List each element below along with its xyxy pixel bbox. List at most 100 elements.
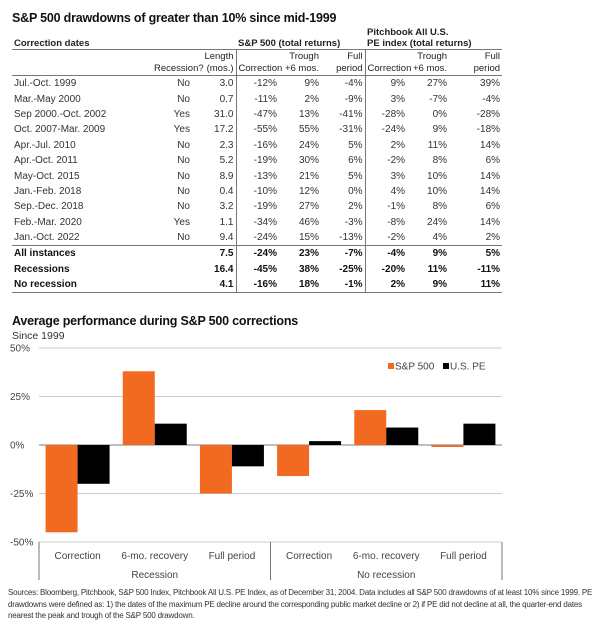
table-cell: -16%	[235, 137, 279, 153]
table-cell: -24%	[235, 245, 279, 262]
bar-sp500	[431, 445, 464, 447]
table-row: Jan.-Feb. 2018 No 0.4 -10% 12% 0% 4% 10% 14%	[12, 183, 502, 200]
table-cell: Jul.-Oct. 1999	[14, 78, 77, 90]
table-cell: 2%	[348, 201, 363, 213]
table-cell: 1.1	[219, 216, 234, 228]
table-cell: -1%	[364, 199, 408, 215]
table-cell: May-Oct. 2015	[14, 170, 80, 182]
table-cell: 17.2	[214, 124, 234, 136]
summary-row: Recessions 16.4 -45% 38% -25% -20% 11% -11%	[12, 261, 502, 278]
table-cell: 27%	[427, 78, 448, 90]
table-cell: 38%	[298, 263, 319, 275]
table-row: Jul.-Oct. 1999 No 3.0 -12% 9% -4% 9% 27% 39%	[12, 75, 502, 92]
bar-sp500	[354, 410, 387, 445]
table-cell: -28%	[476, 108, 501, 120]
table-cell: -11%	[235, 91, 279, 107]
table-cell: -4%	[344, 78, 363, 90]
table-cell: -11%	[477, 263, 501, 275]
table-row: Apr.-Oct. 2011 No 5.2 -19% 30% 6% -2% 8% 6%	[12, 152, 502, 169]
table-cell: No	[177, 170, 190, 182]
table-cell: No	[177, 139, 190, 151]
column-header: Length (mos.)	[198, 49, 236, 76]
header-correction-dates: Correction dates	[12, 27, 152, 50]
table-cell: -31%	[339, 124, 363, 136]
bar-sp500	[199, 445, 232, 494]
table-cell: 2%	[364, 277, 408, 294]
table-cell: 5.2	[219, 155, 234, 167]
table-cell: 9%	[304, 78, 319, 90]
table-cell: No recession	[12, 277, 152, 294]
bar-us-pe	[463, 423, 496, 445]
table-cell: 4%	[364, 183, 408, 200]
bar-sp500	[122, 371, 155, 445]
table-cell: Oct. 2007-Mar. 2009	[14, 124, 106, 136]
table-cell: 24%	[427, 216, 448, 228]
table-cell: Yes	[173, 108, 190, 120]
table-cell: -55%	[235, 122, 279, 138]
table-cell: 8%	[432, 201, 448, 213]
table-cell: 6%	[485, 155, 501, 167]
table-row: Jan.-Oct. 2022 No 9.4 -24% 15% -13% -2% 4% 2%	[12, 229, 502, 246]
table-cell: 6%	[485, 201, 501, 213]
header-pe: Pitchbook All U.S. PE index (total return…	[365, 27, 503, 50]
table-cell: 3.0	[219, 78, 234, 90]
table-cell: 0%	[432, 108, 448, 120]
table-cell: 5%	[449, 245, 503, 262]
table-title: S&P 500 drawdowns of greater than 10% si…	[12, 11, 337, 25]
table-cell: 16.4	[214, 263, 234, 275]
bar-us-pe	[386, 427, 419, 445]
y-tick-label: -50%	[10, 538, 33, 549]
table-cell: 10%	[427, 185, 448, 197]
table-cell: 14%	[480, 170, 501, 182]
table-cell: 0.4	[219, 185, 234, 197]
table-cell: -4%	[482, 93, 501, 105]
column-header: Recession?	[152, 49, 204, 76]
table-cell: Apr.-Oct. 2011	[14, 155, 78, 167]
table-cell: -28%	[364, 106, 408, 123]
bar-us-pe	[154, 423, 187, 445]
table-row: Apr.-Jul. 2010 No 2.3 -16% 24% 5% 2% 11% 14%	[12, 137, 502, 153]
table-cell: 4.1	[198, 277, 236, 294]
legend-swatch	[388, 363, 394, 369]
table-cell: 11%	[427, 263, 448, 275]
header-sp500: S&P 500 (total returns)	[236, 27, 366, 50]
table-cell: No	[177, 155, 190, 167]
table-cell: 5%	[348, 139, 363, 151]
table-cell: -41%	[339, 108, 363, 120]
table-cell: 30%	[298, 155, 319, 167]
bar-us-pe	[77, 445, 110, 484]
table-cell: No	[177, 201, 190, 213]
column-header: Correction	[235, 49, 282, 76]
bar-us-pe	[231, 445, 264, 467]
summary-row: No recession 4.1 -16% 18% -1% 2% 9% 11%	[12, 277, 503, 294]
table-cell: Yes	[173, 124, 190, 136]
y-tick-label: 50%	[10, 344, 30, 355]
table-cell: -45%	[235, 261, 279, 278]
chart-title: Average performance during S&P 500 corre…	[12, 314, 299, 328]
x-tick-label: Correction	[286, 551, 332, 562]
x-tick-label: Full period	[440, 551, 487, 562]
table-cell: 10%	[427, 170, 448, 182]
table-cell: -24%	[364, 122, 408, 138]
table-cell: -8%	[364, 214, 408, 230]
table-cell: -34%	[235, 214, 279, 230]
table-cell: -25%	[339, 263, 363, 275]
table-cell: -47%	[235, 106, 279, 123]
table-cell: 14%	[480, 216, 501, 228]
table-row: May-Oct. 2015 No 8.9 -13% 21% 5% 3% 10% 14%	[12, 168, 502, 184]
table-cell: 9%	[407, 245, 450, 262]
table-cell: 13%	[298, 108, 319, 120]
table-cell: -2%	[364, 152, 408, 169]
table-cell: Mar.-May 2000	[14, 93, 81, 105]
legend-label: U.S. PE	[450, 362, 486, 373]
table-cell: Jan.-Feb. 2018	[14, 185, 82, 197]
table-cell: -7%	[429, 93, 448, 105]
table-cell: 23%	[279, 245, 321, 262]
chart-subtitle: Since 1999	[12, 330, 65, 342]
table-cell: 12%	[298, 185, 319, 197]
table-cell: No	[177, 78, 190, 90]
table-cell: 31.0	[214, 108, 234, 120]
table-cell: 0%	[348, 185, 363, 197]
table-cell: 2.3	[219, 139, 234, 151]
